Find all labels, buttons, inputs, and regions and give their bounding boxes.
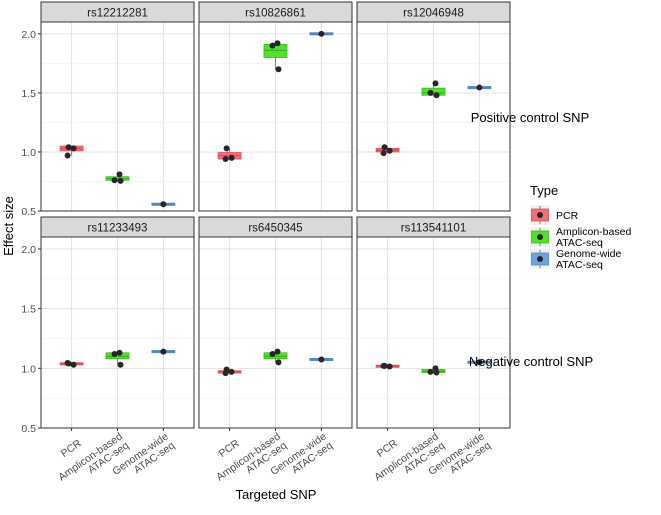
- data-point: [433, 92, 440, 99]
- y-tick-label: 2.0: [21, 244, 36, 256]
- data-point: [274, 348, 281, 355]
- legend-label-line: Amplicon-based: [556, 226, 631, 238]
- facet-panel-rs10826861: rs10826861: [198, 1, 353, 212]
- data-point: [275, 359, 282, 366]
- data-point: [386, 363, 393, 370]
- data-point: [318, 30, 325, 37]
- data-point: [111, 350, 118, 357]
- legend-title: Type: [530, 183, 558, 198]
- data-point: [476, 84, 483, 91]
- y-tick-label: 1.5: [21, 88, 36, 100]
- data-point: [160, 348, 167, 355]
- data-point: [64, 359, 71, 366]
- data-point: [70, 361, 77, 368]
- facet-strip-label: rs113541101: [401, 223, 466, 235]
- y-tick-label: 1.0: [21, 147, 36, 159]
- data-point: [117, 361, 124, 368]
- data-point: [433, 369, 440, 376]
- y-tick-label: 2.0: [21, 29, 36, 41]
- x-axis-title: Targeted SNP: [236, 487, 317, 502]
- data-point: [116, 171, 123, 178]
- data-point: [269, 42, 276, 49]
- legend-label: Genome-wide ATAC-seq: [556, 248, 622, 271]
- data-point: [427, 89, 434, 96]
- data-point: [386, 147, 393, 154]
- facet-strip-label: rs11233493: [88, 223, 148, 235]
- facet-panel-rs12046948: rs12046948: [356, 1, 511, 212]
- facet-strip-label: rs6450345: [248, 223, 302, 235]
- legend-label-line: Genome-wide: [556, 248, 622, 260]
- data-point: [318, 356, 325, 363]
- box-1: [421, 87, 446, 96]
- legend-label-line: ATAC-seq: [556, 237, 603, 249]
- facet-strip-label: rs12046948: [403, 8, 464, 20]
- data-point: [269, 350, 276, 357]
- y-tick-label: 1.5: [21, 304, 36, 316]
- legend-label: Amplicon-based ATAC-seq: [556, 226, 631, 249]
- data-point: [381, 144, 388, 151]
- facet-panel-rs12212281: rs12212281 0.5 1.0 1.5 2.0: [21, 1, 195, 218]
- facet-panel-rs6450345: rs6450345PCRAmplicon-basedATAC-seqGenome…: [198, 216, 353, 484]
- data-point: [65, 144, 72, 151]
- data-point: [70, 145, 77, 152]
- data-point: [116, 349, 123, 356]
- y-tick-label: 1.0: [21, 363, 36, 375]
- data-point: [117, 177, 124, 184]
- row-label-positive: Positive control SNP: [471, 110, 590, 125]
- y-axis-title: Effect size: [1, 196, 16, 256]
- legend-label-line: PCR: [556, 210, 579, 222]
- row-label-negative: Negative control SNP: [469, 354, 593, 369]
- legend-key-point: [537, 234, 543, 240]
- data-point: [228, 154, 235, 161]
- legend-label: PCR: [556, 210, 579, 222]
- data-point: [111, 177, 118, 184]
- legend-key-point: [537, 256, 543, 262]
- panel-border: [198, 21, 353, 212]
- data-point: [228, 368, 235, 375]
- facet-panel-rs11233493: rs112334930.51.01.52.0PCRAmplicon-basedA…: [21, 216, 195, 484]
- data-point: [274, 40, 281, 47]
- data-point: [160, 201, 167, 208]
- data-point: [64, 152, 71, 159]
- data-point: [432, 80, 439, 87]
- data-point: [222, 156, 229, 163]
- data-point: [427, 368, 434, 375]
- y-tick-label: 0.5: [21, 206, 36, 218]
- facet-strip-label: rs10826861: [245, 8, 306, 20]
- data-point: [380, 362, 387, 369]
- data-point: [476, 359, 483, 366]
- data-point: [223, 145, 230, 152]
- panel-border: [40, 21, 195, 212]
- data-point: [222, 370, 229, 377]
- data-point: [380, 150, 387, 157]
- panel-border: [356, 21, 511, 212]
- data-point: [275, 66, 282, 73]
- legend-key-point: [537, 212, 543, 218]
- y-tick-label: 0.5: [21, 423, 36, 435]
- facet-strip-label: rs12212281: [87, 8, 148, 20]
- legend-label-line: ATAC-seq: [556, 259, 603, 271]
